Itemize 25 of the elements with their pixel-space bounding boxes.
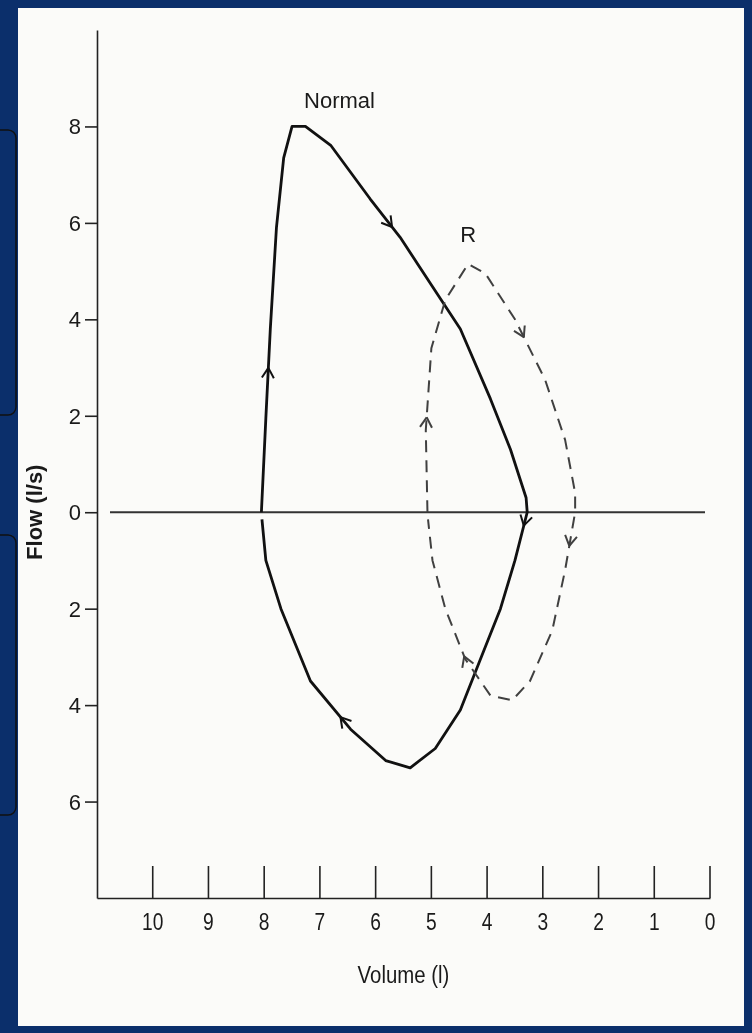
x-tick-label: 10 — [142, 907, 164, 936]
series-label: Normal — [304, 88, 375, 114]
x-tick-label: 2 — [593, 907, 604, 936]
y-tick-label: 2 — [68, 596, 81, 622]
x-tick-label: 6 — [370, 907, 381, 936]
x-tick-label: 1 — [648, 907, 660, 936]
x-tick-label: 4 — [481, 907, 493, 936]
y-axis-title: Flow (l/s) — [22, 464, 47, 560]
y-tick-label: 8 — [68, 114, 81, 140]
x-tick-label: 7 — [314, 907, 326, 936]
x-tick-label: 8 — [258, 907, 270, 936]
y-tick-label: 0 — [68, 500, 81, 526]
y-tick-label: 6 — [68, 210, 81, 236]
y-tick-label: 6 — [68, 789, 81, 815]
y-tick-label: 2 — [68, 403, 81, 429]
x-tick-label: 9 — [203, 907, 214, 936]
x-tick-label: 3 — [537, 907, 549, 936]
x-tick-label: 5 — [426, 907, 437, 936]
x-axis-title: Volume (l) — [357, 961, 450, 989]
x-tick-label: 0 — [704, 907, 716, 936]
line-series — [260, 125, 529, 770]
y-tick-label: 4 — [68, 693, 81, 719]
line-series — [424, 262, 577, 702]
y-tick-label: 4 — [68, 307, 81, 333]
series-label: R — [460, 221, 477, 247]
